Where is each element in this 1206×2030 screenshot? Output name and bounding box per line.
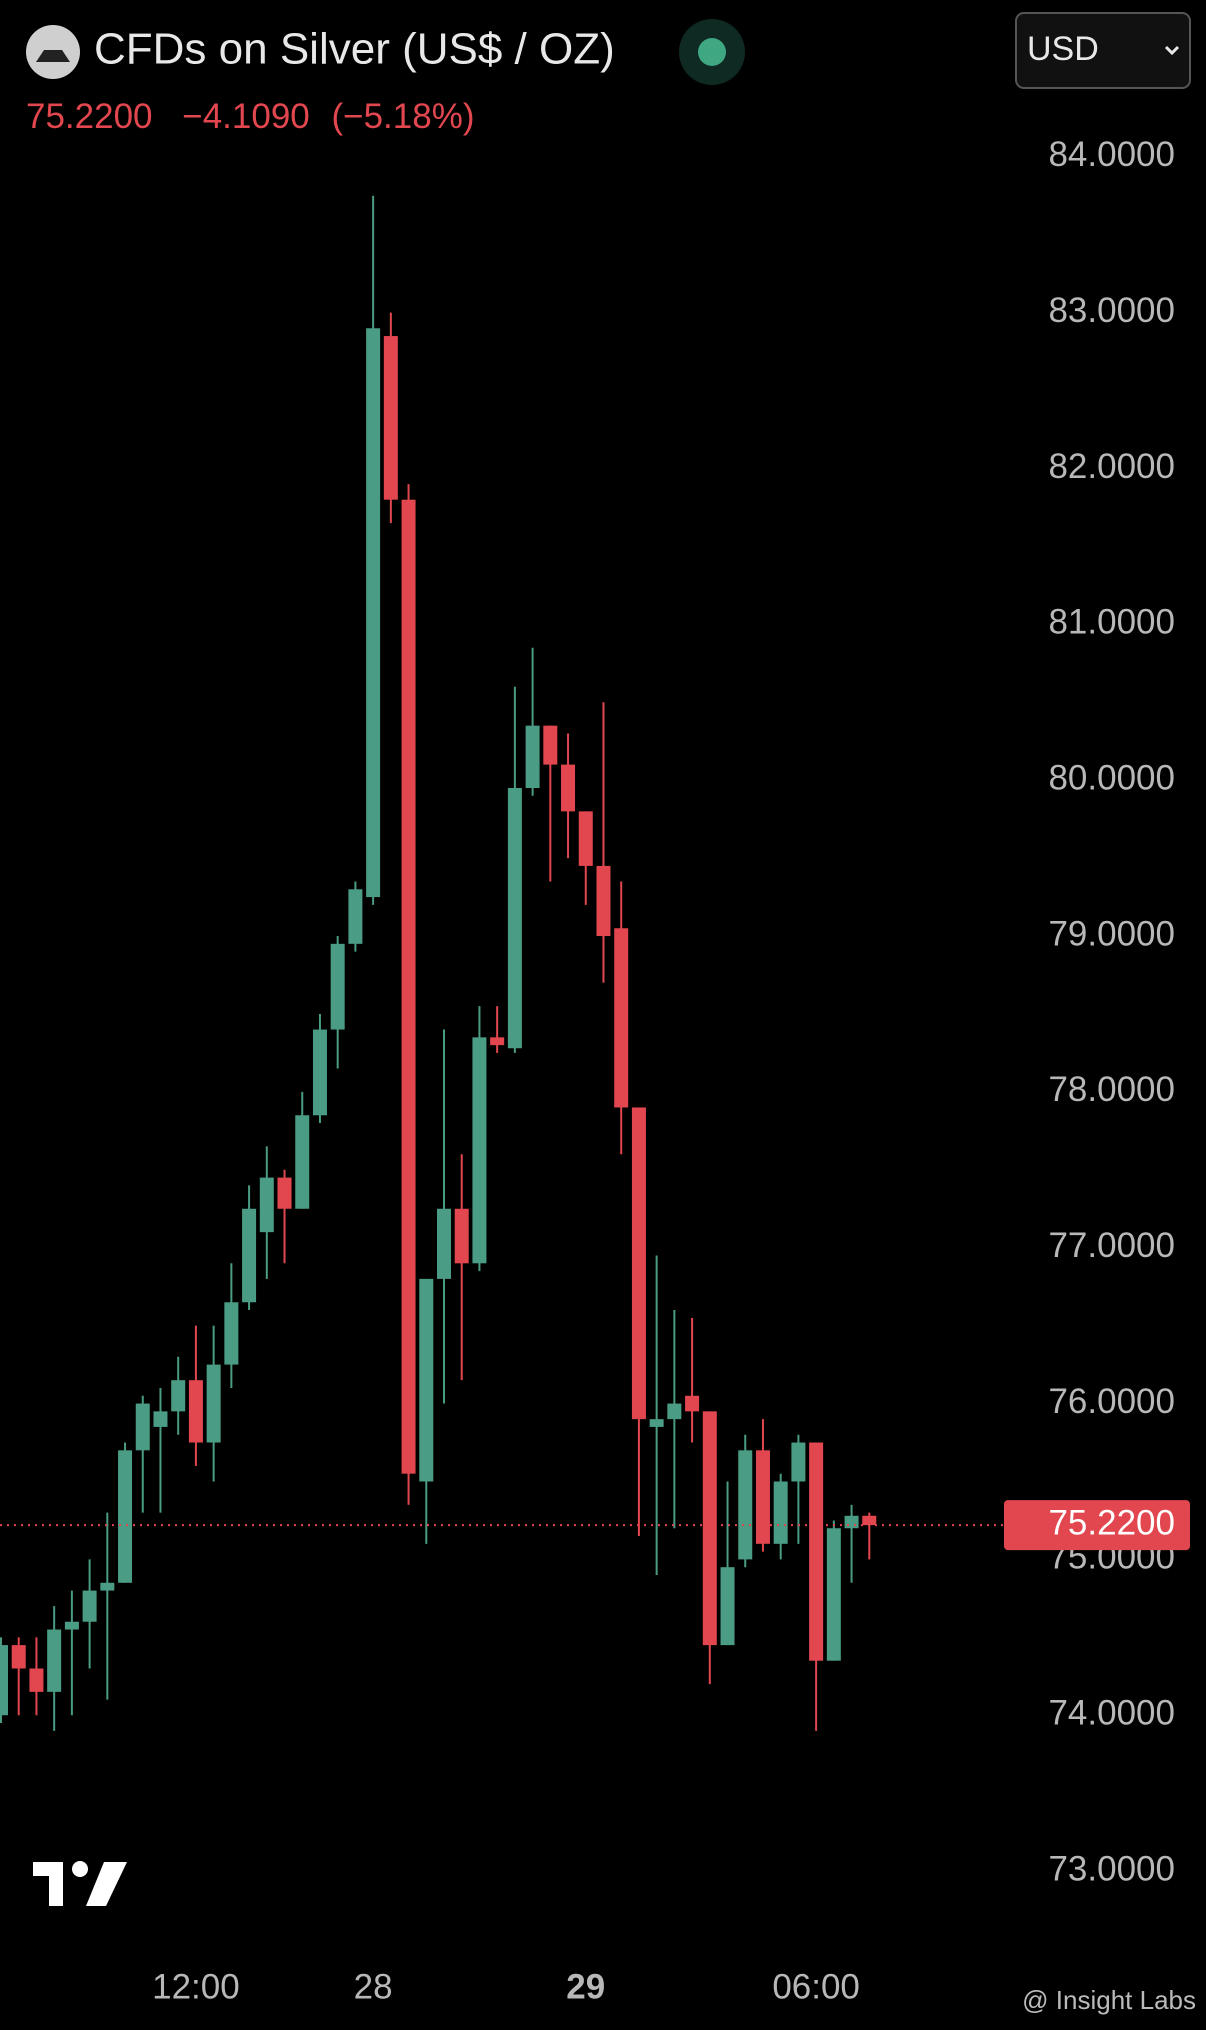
candle-body <box>419 1278 434 1482</box>
candle-body <box>330 943 345 1030</box>
candle-body <box>383 336 398 500</box>
candle-body <box>596 865 611 937</box>
y-tick-label: 80.0000 <box>1048 758 1175 797</box>
y-tick-label: 84.0000 <box>1048 135 1175 174</box>
logo-part <box>86 1862 127 1906</box>
watermark: @ Insight Labs <box>1022 1985 1196 2015</box>
x-tick-label: 29 <box>566 1967 605 2006</box>
x-tick-label: 28 <box>354 1967 393 2006</box>
candle-body <box>809 1442 824 1661</box>
candle-body <box>755 1450 770 1544</box>
y-tick-label: 81.0000 <box>1048 603 1175 642</box>
candle-body <box>490 1037 505 1046</box>
candle-body <box>171 1380 186 1412</box>
change: −4.1090 <box>182 97 310 136</box>
candle-body <box>578 811 593 866</box>
candle-body <box>667 1403 682 1420</box>
y-tick-label: 82.0000 <box>1048 447 1175 486</box>
candle-body <box>224 1302 239 1365</box>
y-tick-label: 76.0000 <box>1048 1382 1175 1421</box>
last-price-label: 75.2200 <box>1048 1503 1175 1542</box>
y-tick-label: 83.0000 <box>1048 291 1175 330</box>
y-tick-label: 73.0000 <box>1048 1849 1175 1888</box>
candle-body <box>844 1515 859 1529</box>
candle-body <box>348 889 363 944</box>
candle-body <box>649 1419 664 1427</box>
candle-body <box>631 1107 646 1420</box>
candle-body <box>100 1582 115 1591</box>
symbol-title: CFDs on Silver (US$ / OZ) <box>94 25 615 74</box>
candle-body <box>366 328 381 898</box>
candle-body <box>312 1029 327 1116</box>
candle-body <box>826 1528 841 1661</box>
change-pct: (−5.18%) <box>332 97 475 136</box>
candle-body <box>206 1364 221 1443</box>
candle-body <box>82 1590 97 1622</box>
y-tick-label: 78.0000 <box>1048 1070 1175 1109</box>
candle-body <box>773 1481 788 1544</box>
symbol-icon-shape <box>36 50 70 62</box>
candle-body <box>720 1567 735 1646</box>
candle-body <box>295 1115 310 1209</box>
candle-body <box>507 787 522 1049</box>
candle-body <box>47 1629 62 1692</box>
candle-body <box>543 725 558 765</box>
price: 75.2200 <box>26 97 153 136</box>
candle-body <box>561 764 576 812</box>
candle-body <box>64 1621 79 1630</box>
x-tick-label: 12:00 <box>152 1967 240 2006</box>
candle-body <box>0 1645 8 1716</box>
logo-part <box>72 1861 88 1877</box>
currency-select[interactable] <box>1015 12 1191 89</box>
status-dot <box>698 38 726 66</box>
y-tick-label: 79.0000 <box>1048 914 1175 953</box>
candle-body <box>135 1403 150 1451</box>
candle-body <box>259 1177 274 1233</box>
currency-label[interactable]: USD <box>1027 30 1099 68</box>
last-price-tag <box>1004 1500 1190 1551</box>
candle-body <box>11 1645 26 1669</box>
candle-body <box>188 1380 203 1443</box>
price-row: 75.2200 −4.1090 (−5.18%) <box>26 97 475 136</box>
candle-body <box>791 1442 806 1482</box>
candle-body <box>242 1208 257 1303</box>
candle-body <box>29 1668 44 1692</box>
x-tick-label: 06:00 <box>772 1967 860 2006</box>
candle-body <box>685 1395 700 1412</box>
candle-body <box>525 725 540 788</box>
candle-body <box>862 1515 877 1526</box>
tv-logo <box>33 1861 127 1906</box>
dropdown-arrow <box>1164 45 1180 56</box>
candle-body <box>153 1411 168 1427</box>
candle-body <box>472 1037 487 1264</box>
logo-part <box>49 1862 63 1906</box>
candle-body <box>277 1177 292 1209</box>
candle-body <box>454 1208 469 1264</box>
candle-body <box>614 928 629 1108</box>
y-tick-label: 77.0000 <box>1048 1226 1175 1265</box>
candle-body <box>401 499 416 1474</box>
candle-body <box>738 1450 753 1560</box>
y-tick-label: 74.0000 <box>1048 1693 1175 1732</box>
candle-body <box>702 1411 717 1646</box>
candle-body <box>437 1208 451 1279</box>
candle-body <box>118 1450 133 1583</box>
